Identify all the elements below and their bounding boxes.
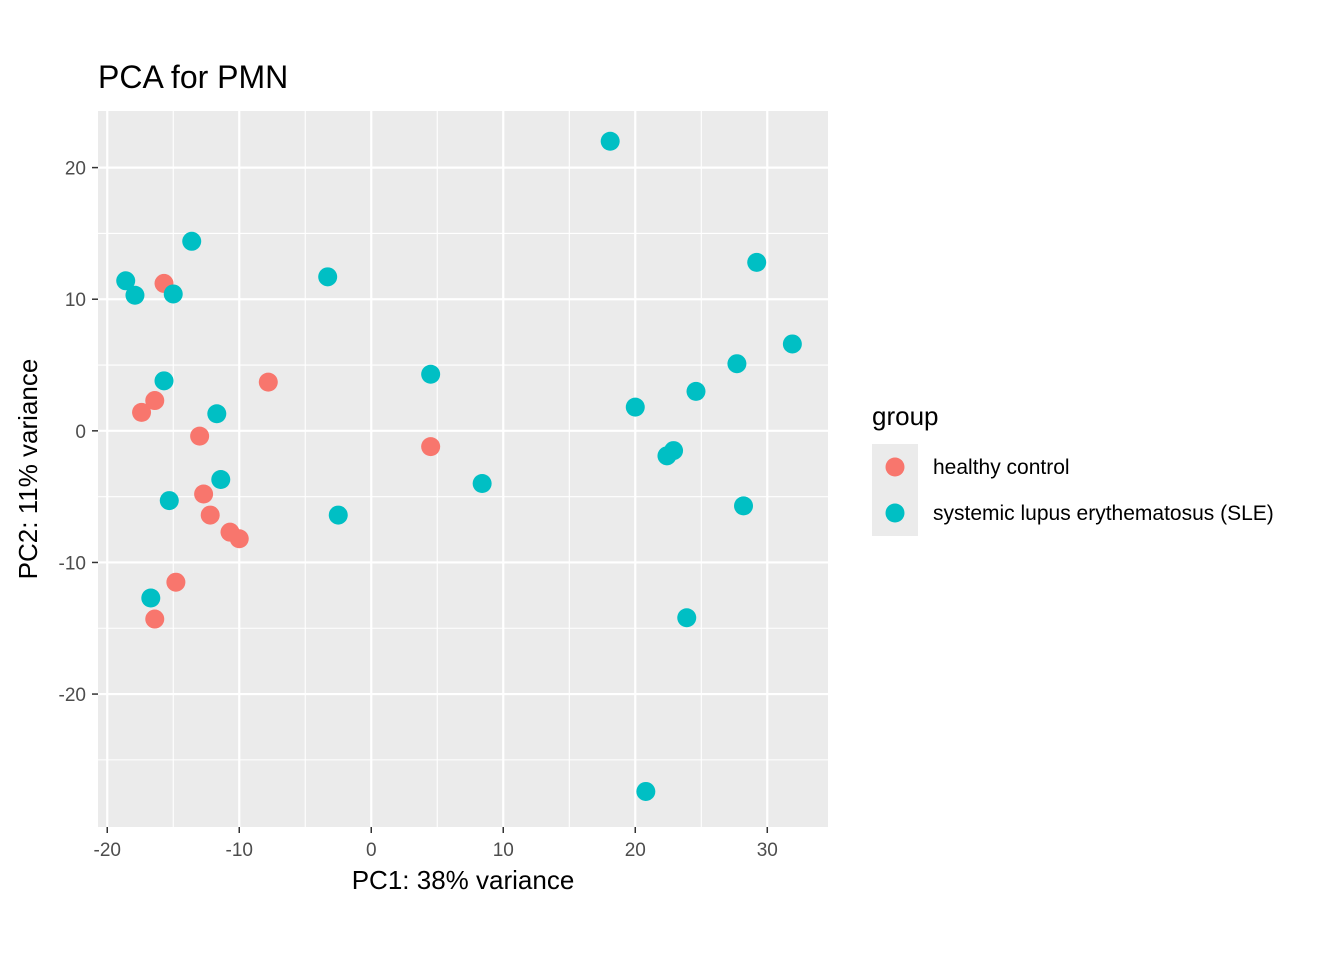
point-systemic-lupus-erythematosus-sle — [207, 404, 227, 424]
point-healthy-control — [132, 402, 152, 422]
point-systemic-lupus-erythematosus-sle — [163, 284, 183, 304]
point-systemic-lupus-erythematosus-sle — [727, 354, 747, 374]
point-systemic-lupus-erythematosus-sle — [159, 491, 179, 511]
point-systemic-lupus-erythematosus-sle — [141, 588, 161, 608]
point-systemic-lupus-erythematosus-sle — [328, 505, 348, 525]
point-healthy-control — [200, 505, 220, 525]
legend-key-healthy-control — [885, 457, 905, 477]
point-systemic-lupus-erythematosus-sle — [782, 334, 802, 354]
point-systemic-lupus-erythematosus-sle — [116, 271, 136, 291]
point-healthy-control — [145, 391, 165, 411]
point-systemic-lupus-erythematosus-sle — [211, 470, 231, 490]
y-tick-label: 10 — [65, 290, 86, 311]
x-tick-label: 30 — [757, 840, 778, 861]
y-axis-title: PC2: 11% variance — [13, 359, 43, 580]
x-axis-title: PC1: 38% variance — [352, 865, 575, 895]
point-systemic-lupus-erythematosus-sle — [636, 781, 656, 801]
point-systemic-lupus-erythematosus-sle — [686, 381, 706, 401]
major-gridlines — [98, 111, 828, 827]
point-systemic-lupus-erythematosus-sle — [677, 608, 697, 628]
x-tick-label: -20 — [94, 840, 121, 861]
y-tick-label: 0 — [75, 422, 86, 443]
chart-title: PCA for PMN — [98, 59, 288, 95]
point-healthy-control — [166, 572, 186, 592]
x-tick-label: 10 — [493, 840, 514, 861]
minor-gridlines — [98, 111, 828, 827]
legend-title: group — [872, 401, 939, 431]
point-systemic-lupus-erythematosus-sle — [472, 473, 492, 493]
data-points — [116, 131, 802, 801]
point-healthy-control — [229, 529, 249, 549]
point-healthy-control — [258, 372, 278, 392]
x-tick-label: 0 — [366, 840, 377, 861]
y-axis: -20 -10 0 10 20 — [59, 159, 98, 706]
x-axis: -20 -10 0 10 20 30 — [94, 827, 778, 861]
legend: group healthy control systemic lupus eryt… — [872, 401, 1274, 536]
point-systemic-lupus-erythematosus-sle — [318, 267, 338, 287]
plot-panel — [98, 111, 828, 827]
point-healthy-control — [421, 437, 441, 457]
x-tick-label: -10 — [226, 840, 253, 861]
point-healthy-control — [145, 609, 165, 629]
y-tick-label: -10 — [59, 553, 86, 574]
point-systemic-lupus-erythematosus-sle — [154, 371, 174, 391]
point-healthy-control — [190, 426, 210, 446]
point-systemic-lupus-erythematosus-sle — [734, 496, 754, 516]
point-systemic-lupus-erythematosus-sle — [625, 397, 645, 417]
legend-items: healthy control systemic lupus erythemato… — [872, 444, 1274, 536]
x-tick-label: 20 — [625, 840, 646, 861]
y-tick-label: -20 — [59, 685, 86, 706]
point-systemic-lupus-erythematosus-sle — [747, 252, 767, 272]
legend-label-systemic-lupus-erythematosus-sle: systemic lupus erythematosus (SLE) — [933, 502, 1274, 525]
legend-key-systemic-lupus-erythematosus-sle — [885, 503, 905, 523]
point-systemic-lupus-erythematosus-sle — [657, 446, 677, 466]
point-systemic-lupus-erythematosus-sle — [182, 231, 202, 251]
point-systemic-lupus-erythematosus-sle — [421, 364, 441, 384]
legend-label-healthy-control: healthy control — [933, 456, 1070, 479]
point-systemic-lupus-erythematosus-sle — [125, 285, 145, 305]
point-systemic-lupus-erythematosus-sle — [600, 131, 620, 151]
y-tick-label: 20 — [65, 159, 86, 180]
point-healthy-control — [194, 484, 214, 504]
